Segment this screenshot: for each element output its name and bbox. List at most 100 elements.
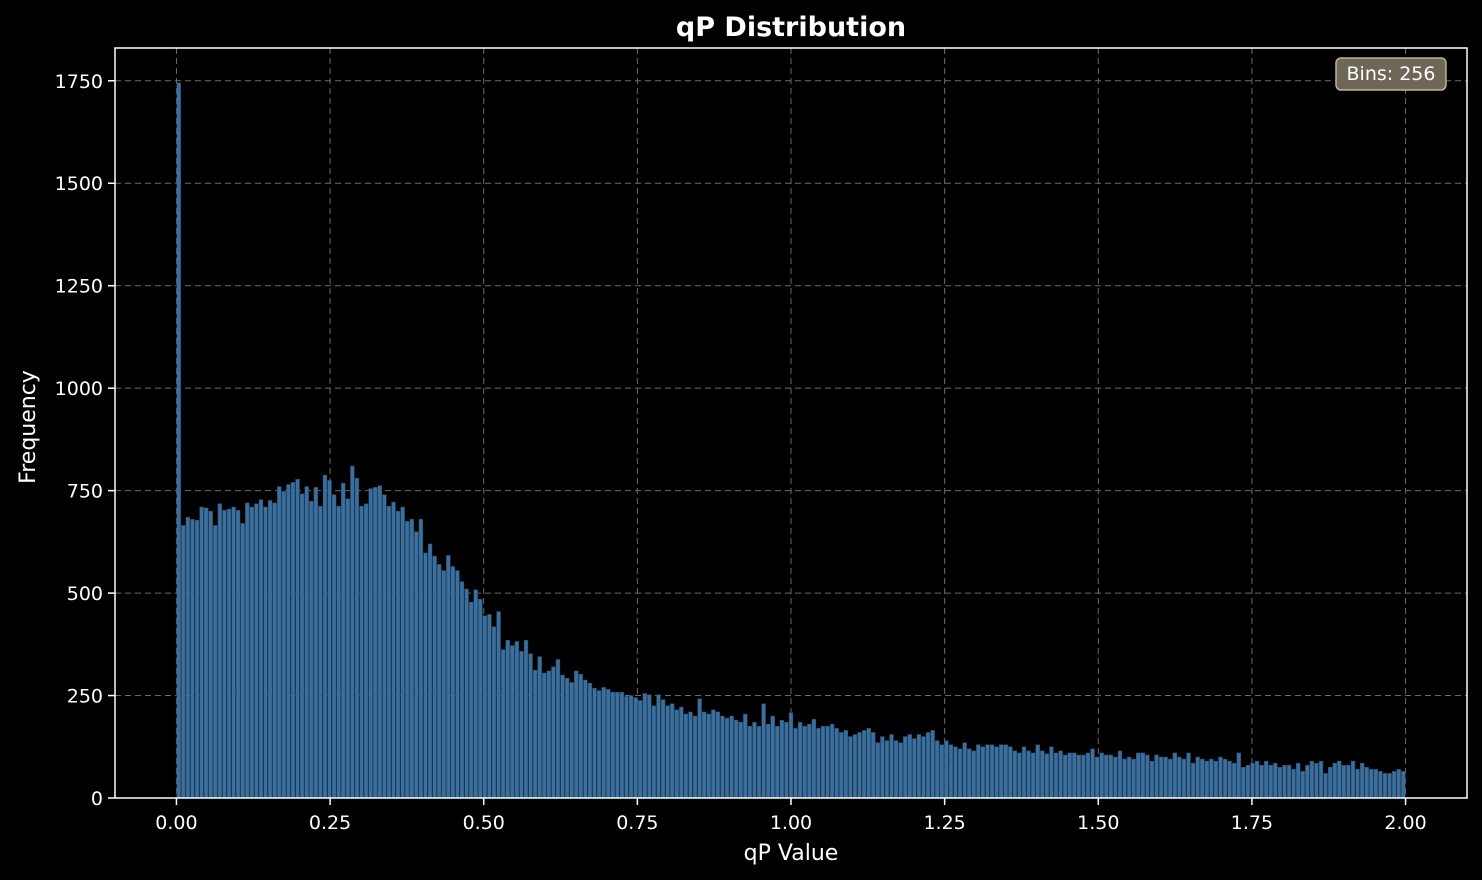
histogram-bar [542, 672, 547, 799]
histogram-bar [213, 525, 218, 799]
histogram-bar [761, 703, 766, 799]
histogram-bar [322, 474, 328, 799]
histogram-bar [1049, 746, 1054, 799]
histogram-bar [619, 692, 625, 799]
histogram-bar [1021, 746, 1027, 799]
histogram-bar [1149, 760, 1155, 799]
histogram-bar [1305, 764, 1310, 799]
histogram-bar [852, 734, 858, 799]
y-tick-label: 750 [67, 481, 103, 503]
histogram-bar [843, 730, 849, 799]
histogram-bar [1218, 756, 1223, 799]
histogram-bar [811, 719, 817, 799]
histogram-bar [985, 744, 990, 799]
histogram-bar [793, 728, 798, 799]
histogram-bar [478, 598, 483, 799]
histogram-bar [1268, 764, 1273, 799]
histogram-bar [537, 656, 542, 799]
histogram-bar [181, 525, 186, 799]
histogram-bar [1332, 762, 1337, 799]
histogram-bar [880, 736, 885, 799]
histogram-bar [633, 697, 638, 799]
histogram-bar [944, 740, 949, 799]
histogram-bar [468, 601, 474, 799]
histogram-bar [245, 502, 250, 799]
histogram-bar [711, 709, 716, 799]
histogram-bar [720, 715, 725, 799]
histogram-bar [889, 734, 894, 799]
histogram-bar [738, 721, 743, 799]
y-tick-label: 250 [67, 686, 103, 708]
histogram-bar [647, 694, 652, 799]
x-tick-label: 1.75 [1231, 812, 1273, 834]
x-axis-ticks: 0.00 0.25 0.50 0.75 1.00 1.25 1.50 1.75 2.00 [155, 798, 1427, 834]
histogram-bar [688, 711, 693, 799]
histogram-bar [976, 744, 981, 799]
histogram-bar [1072, 752, 1077, 799]
histogram-bar [277, 486, 282, 799]
histogram-bar [820, 726, 826, 799]
histogram-bar [1227, 760, 1232, 799]
histogram-bar [628, 695, 634, 799]
histogram-bar [350, 465, 355, 799]
histogram-bar [807, 723, 812, 799]
y-tick-label: 0 [91, 788, 103, 810]
histogram-bar [1213, 760, 1219, 799]
histogram-bar [505, 639, 510, 799]
histogram-bar [1259, 764, 1264, 799]
histogram-bar [743, 713, 748, 799]
histogram-bar [665, 705, 670, 799]
histogram-bar [1222, 758, 1228, 799]
histogram-bar [1264, 760, 1269, 799]
histogram-bar [1355, 769, 1360, 799]
histogram-bar [1163, 756, 1168, 799]
histogram-bar [1003, 744, 1008, 799]
histogram-bar [235, 510, 241, 799]
histogram-bar [373, 487, 378, 799]
histogram-bar [601, 687, 606, 799]
histogram-bar [1040, 750, 1045, 799]
histogram-bar [587, 682, 593, 799]
histogram-bar [1113, 756, 1118, 799]
histogram-bar [839, 732, 844, 799]
histogram-bar [217, 503, 223, 799]
histogram-bar [286, 484, 291, 799]
y-tick-label: 500 [67, 583, 103, 605]
histogram-bar [377, 485, 382, 799]
x-axis-label: qP Value [744, 841, 839, 866]
histogram-bar [756, 726, 762, 799]
histogram-bar [797, 721, 803, 799]
histogram-bar [459, 581, 465, 799]
histogram-bar [263, 506, 268, 799]
histogram-bar [651, 705, 657, 799]
histogram-bar [496, 611, 501, 799]
histogram-bar [1209, 758, 1214, 799]
histogram-bar [1140, 752, 1146, 799]
histogram-bar [382, 494, 387, 799]
histogram-bar [1122, 758, 1127, 799]
histogram-bar [272, 502, 277, 799]
histogram-bar [967, 748, 972, 799]
x-tick-label: 1.25 [923, 812, 965, 834]
histogram-bar [921, 736, 926, 799]
histogram-bar [1382, 773, 1388, 799]
histogram-bar [299, 493, 305, 799]
histogram-bar [1323, 773, 1328, 799]
histogram-bar [560, 674, 565, 799]
histogram-bar [1250, 762, 1255, 799]
histogram-bar [692, 715, 698, 799]
x-tick-label: 0.75 [616, 812, 658, 834]
histogram-bar [747, 726, 753, 799]
histogram-bar [1254, 760, 1260, 799]
histogram-bar [592, 687, 597, 799]
histogram-bar [948, 744, 954, 799]
histogram-bar [1364, 767, 1369, 799]
histogram-bar [1337, 760, 1342, 799]
histogram-bar [583, 679, 588, 799]
histogram-bar [249, 506, 255, 799]
histogram-bar [1277, 767, 1283, 799]
x-tick-label: 0.50 [463, 812, 505, 834]
histogram-bar [1017, 752, 1022, 799]
histogram-bar [313, 487, 318, 799]
histogram-bar [309, 501, 314, 799]
